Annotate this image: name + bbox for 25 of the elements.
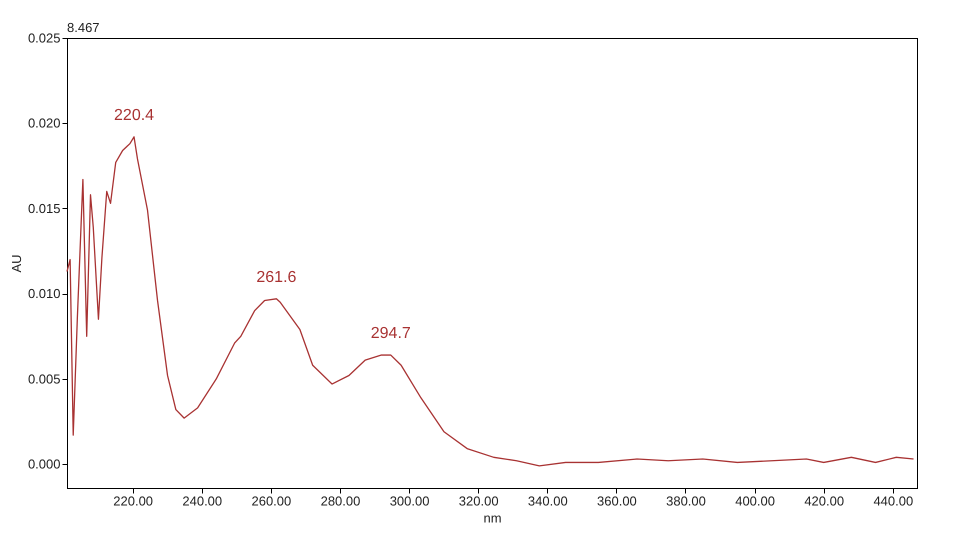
x-tick-label: 440.00 [873,494,914,508]
annotation: 261.6 [256,268,297,286]
x-tick-label: 220.00 [113,494,154,508]
x-tick-label: 420.00 [804,494,844,508]
y-axis-title: AU [8,254,24,273]
y-tick-label: 0.015 [28,200,60,216]
y-tick-label: 0.010 [28,286,60,302]
x-tick-label: 280.00 [320,494,360,508]
line-series [66,136,914,466]
y-tick-label: 0.020 [28,116,60,131]
x-tick-label: 240.00 [182,494,222,508]
y-tick-label: 0.005 [28,371,60,386]
x-tick-label: 380.00 [666,494,706,508]
text: 8.467 [67,20,100,35]
annotation: 294.7 [370,325,411,342]
x-tick-label: 300.00 [390,494,430,508]
x-tick-label: 260.00 [251,494,292,508]
x-tick-label: 400.00 [735,494,775,508]
y-tick-label: 0.025 [28,30,60,46]
x-tick-label: 340.00 [528,494,568,508]
y-tick-label: 0.000 [28,456,60,472]
annotation: 220.4 [114,106,154,124]
x-axis-title: nm [483,510,502,526]
x-tick-label: 320.00 [458,494,499,508]
x-tick-label: 360.00 [597,494,637,508]
